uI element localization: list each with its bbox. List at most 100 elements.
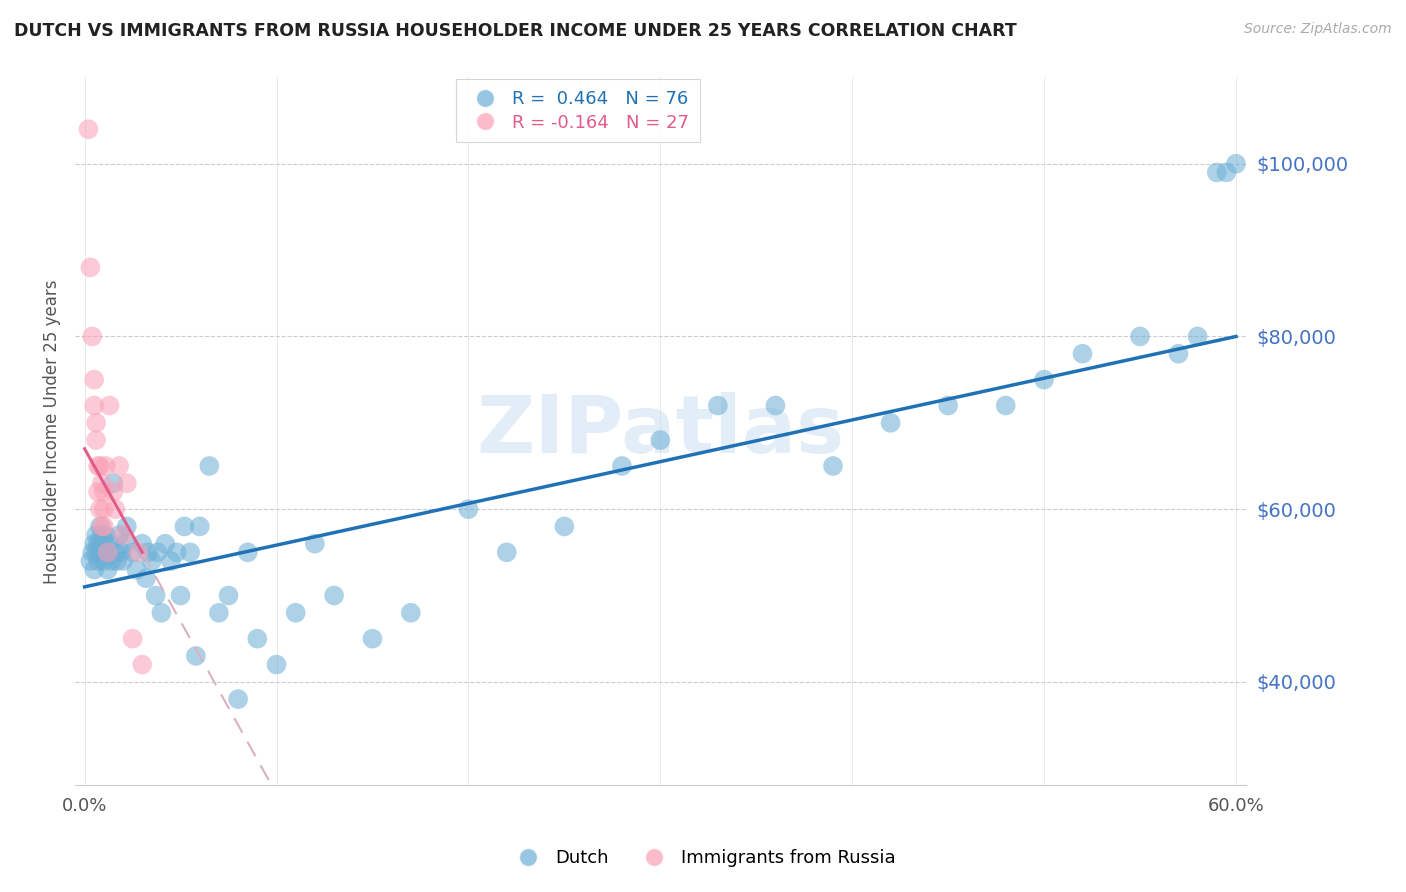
Dutch	[936, 399, 959, 413]
Dutch	[83, 537, 105, 551]
Dutch	[1167, 347, 1189, 361]
Dutch	[93, 554, 115, 568]
Dutch	[100, 554, 122, 568]
Dutch	[1215, 165, 1237, 179]
Dutch	[266, 657, 288, 672]
Text: DUTCH VS IMMIGRANTS FROM RUSSIA HOUSEHOLDER INCOME UNDER 25 YEARS CORRELATION CH: DUTCH VS IMMIGRANTS FROM RUSSIA HOUSEHOL…	[14, 22, 1017, 40]
Dutch	[765, 399, 787, 413]
Dutch	[208, 606, 231, 620]
Immigrants from Russia	[84, 416, 107, 430]
Immigrants from Russia	[87, 484, 110, 499]
Immigrants from Russia	[84, 433, 107, 447]
Dutch	[90, 528, 112, 542]
Dutch	[115, 519, 138, 533]
Dutch	[97, 563, 120, 577]
Dutch	[1071, 347, 1094, 361]
Dutch	[89, 519, 111, 533]
Dutch	[246, 632, 269, 646]
Immigrants from Russia	[127, 545, 149, 559]
Dutch	[184, 648, 207, 663]
Dutch	[87, 537, 110, 551]
Dutch	[650, 433, 672, 447]
Dutch	[553, 519, 575, 533]
Dutch	[150, 606, 173, 620]
Dutch	[304, 537, 326, 551]
Dutch	[90, 537, 112, 551]
Legend: Dutch, Immigrants from Russia: Dutch, Immigrants from Russia	[503, 842, 903, 874]
Dutch	[361, 632, 384, 646]
Dutch	[284, 606, 307, 620]
Dutch	[111, 554, 134, 568]
Immigrants from Russia	[121, 632, 143, 646]
Dutch	[153, 537, 176, 551]
Dutch	[79, 554, 101, 568]
Dutch	[135, 571, 157, 585]
Immigrants from Russia	[115, 476, 138, 491]
Dutch	[218, 589, 240, 603]
Dutch	[121, 545, 143, 559]
Dutch	[169, 589, 191, 603]
Dutch	[94, 528, 117, 542]
Dutch	[198, 458, 221, 473]
Text: Source: ZipAtlas.com: Source: ZipAtlas.com	[1244, 22, 1392, 37]
Immigrants from Russia	[103, 484, 125, 499]
Dutch	[994, 399, 1017, 413]
Dutch	[93, 537, 115, 551]
Dutch	[1205, 165, 1227, 179]
Immigrants from Russia	[111, 528, 134, 542]
Immigrants from Russia	[77, 122, 100, 136]
Dutch	[84, 545, 107, 559]
Immigrants from Russia	[87, 458, 110, 473]
Immigrants from Russia	[104, 502, 127, 516]
Dutch	[105, 554, 128, 568]
Dutch	[97, 545, 120, 559]
Immigrants from Russia	[89, 458, 111, 473]
Immigrants from Russia	[93, 484, 115, 499]
Dutch	[114, 537, 136, 551]
Dutch	[89, 545, 111, 559]
Dutch	[98, 537, 121, 551]
Dutch	[146, 545, 169, 559]
Dutch	[610, 458, 633, 473]
Legend: R =  0.464   N = 76, R = -0.164   N = 27: R = 0.464 N = 76, R = -0.164 N = 27	[457, 79, 700, 143]
Immigrants from Russia	[79, 260, 101, 275]
Dutch	[1033, 373, 1056, 387]
Dutch	[125, 563, 148, 577]
Dutch	[87, 554, 110, 568]
Immigrants from Russia	[83, 373, 105, 387]
Immigrants from Russia	[108, 458, 131, 473]
Dutch	[136, 545, 159, 559]
Text: ZIPatlas: ZIPatlas	[477, 392, 845, 470]
Dutch	[108, 528, 131, 542]
Dutch	[103, 476, 125, 491]
Dutch	[226, 692, 249, 706]
Dutch	[83, 563, 105, 577]
Dutch	[166, 545, 188, 559]
Dutch	[104, 545, 127, 559]
Dutch	[145, 589, 167, 603]
Dutch	[1187, 329, 1209, 343]
Dutch	[84, 528, 107, 542]
Dutch	[160, 554, 183, 568]
Immigrants from Russia	[90, 476, 112, 491]
Dutch	[93, 545, 115, 559]
Dutch	[110, 545, 132, 559]
Immigrants from Russia	[98, 399, 121, 413]
Immigrants from Russia	[82, 329, 104, 343]
Dutch	[1129, 329, 1152, 343]
Immigrants from Russia	[93, 502, 115, 516]
Dutch	[179, 545, 201, 559]
Y-axis label: Householder Income Under 25 years: Householder Income Under 25 years	[44, 279, 60, 583]
Dutch	[188, 519, 211, 533]
Dutch	[82, 545, 104, 559]
Immigrants from Russia	[93, 519, 115, 533]
Dutch	[495, 545, 517, 559]
Immigrants from Russia	[94, 458, 117, 473]
Dutch	[821, 458, 844, 473]
Immigrants from Russia	[90, 519, 112, 533]
Immigrants from Russia	[97, 545, 120, 559]
Dutch	[173, 519, 195, 533]
Dutch	[707, 399, 730, 413]
Dutch	[141, 554, 163, 568]
Dutch	[1225, 157, 1247, 171]
